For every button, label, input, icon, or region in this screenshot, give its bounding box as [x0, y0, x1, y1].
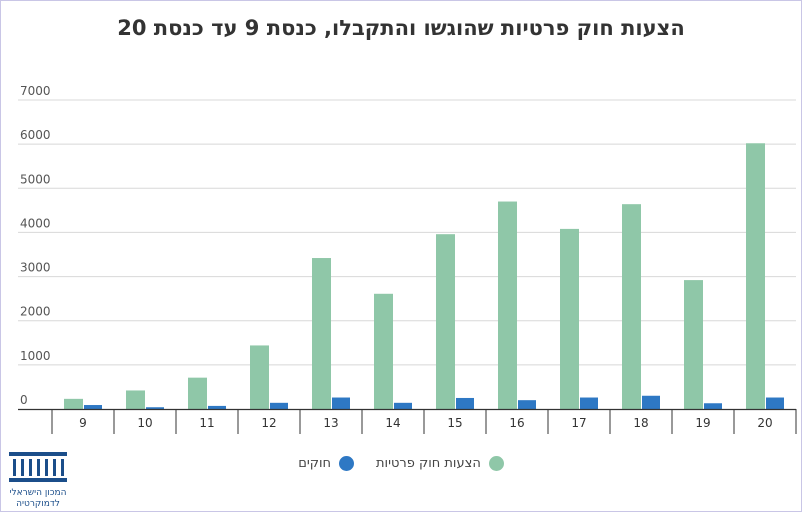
bar-proposals[interactable] — [312, 258, 331, 409]
bar-proposals[interactable] — [374, 293, 393, 409]
y-tick-label: 0 — [20, 393, 28, 407]
logo-text-line1: המכון הישראלי — [9, 488, 67, 498]
legend-swatch-laws — [338, 456, 354, 471]
x-tick-label: 10 — [137, 416, 152, 430]
bar-proposals[interactable] — [64, 398, 83, 409]
bars — [64, 143, 784, 409]
x-tick-label: 15 — [447, 416, 462, 430]
legend-label-proposals: הצעות חוק פרטיות — [375, 456, 481, 471]
legend-swatch-proposals — [488, 456, 504, 471]
bar-proposals[interactable] — [436, 234, 455, 409]
x-tick-label: 11 — [199, 416, 214, 430]
bar-proposals[interactable] — [126, 390, 145, 409]
legend-item-laws[interactable]: חוקים — [298, 456, 354, 471]
legend: הצעות חוק פרטיות חוקים — [0, 456, 802, 471]
x-tick-label: 14 — [385, 416, 400, 430]
bar-proposals[interactable] — [622, 204, 641, 409]
x-tick-label: 20 — [757, 416, 772, 430]
x-tick-label: 16 — [509, 416, 524, 430]
bar-laws[interactable] — [456, 397, 474, 409]
x-tick-label: 9 — [79, 416, 87, 430]
y-tick-label: 5000 — [20, 172, 51, 186]
bar-laws[interactable] — [332, 397, 350, 409]
bar-laws[interactable] — [704, 403, 722, 409]
legend-label-laws: חוקים — [298, 456, 331, 471]
x-tick-label: 17 — [571, 416, 586, 430]
institute-logo: המכון הישראלי לדמוקרטיה — [6, 450, 70, 510]
y-tick-label: 2000 — [20, 305, 51, 319]
bar-laws[interactable] — [146, 407, 164, 409]
bar-laws[interactable] — [580, 397, 598, 409]
chart-title: הצעות חוק פרטיות שהוגשו והתקבלו, כנסת 9 … — [117, 16, 685, 40]
x-axis: 9 10 11 12 13 14 15 16 17 18 19 20 — [18, 408, 797, 434]
y-tick-label: 6000 — [20, 128, 51, 142]
y-axis-ticks: 0 1000 2000 3000 4000 5000 6000 7000 — [20, 84, 51, 407]
bar-proposals[interactable] — [684, 280, 703, 409]
x-tick-label: 18 — [633, 416, 648, 430]
bar-proposals[interactable] — [188, 377, 207, 409]
bar-laws[interactable] — [208, 405, 226, 409]
y-tick-label: 3000 — [20, 261, 51, 275]
bar-laws[interactable] — [642, 395, 660, 409]
bar-laws[interactable] — [766, 397, 784, 409]
x-tick-label: 19 — [695, 416, 710, 430]
y-tick-label: 7000 — [20, 84, 51, 98]
logo-text-line2: לדמוקרטיה — [16, 499, 60, 509]
bar-laws[interactable] — [394, 402, 412, 409]
bar-proposals[interactable] — [498, 201, 517, 409]
bar-laws[interactable] — [84, 405, 102, 409]
bar-proposals[interactable] — [560, 228, 579, 409]
bar-proposals[interactable] — [746, 143, 765, 409]
legend-item-proposals[interactable]: הצעות חוק פרטיות — [376, 456, 504, 471]
bar-laws[interactable] — [270, 402, 288, 409]
grid-lines — [18, 99, 796, 366]
x-tick-label: 12 — [261, 416, 276, 430]
y-tick-label: 4000 — [20, 216, 51, 230]
y-tick-label: 1000 — [20, 349, 51, 363]
bar-proposals[interactable] — [250, 345, 269, 409]
x-tick-label: 13 — [323, 416, 338, 430]
bar-laws[interactable] — [518, 400, 536, 409]
institute-columns-logo-icon — [9, 452, 67, 482]
